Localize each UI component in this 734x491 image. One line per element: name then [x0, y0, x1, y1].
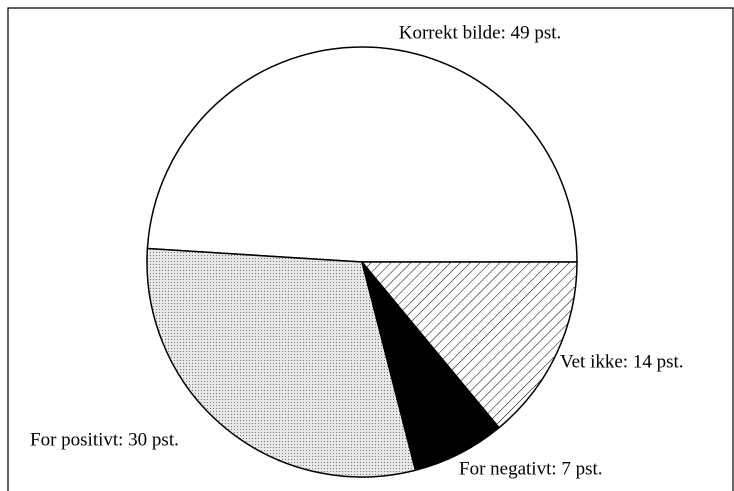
slice-label: Korrekt bilde: 49 pst. — [399, 22, 562, 43]
pie-slice — [360, 261, 578, 429]
pie-slice — [146, 46, 578, 263]
frame — [7, 7, 734, 491]
slice-label: Vet ikke: 14 pst. — [560, 351, 684, 372]
slice-label: For negativt: 7 pst. — [459, 458, 603, 479]
pie-slice — [146, 247, 417, 478]
slice-label: For positivt: 30 pst. — [30, 429, 179, 450]
